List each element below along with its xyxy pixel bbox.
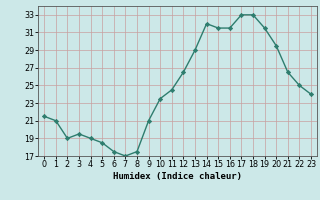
X-axis label: Humidex (Indice chaleur): Humidex (Indice chaleur) bbox=[113, 172, 242, 181]
